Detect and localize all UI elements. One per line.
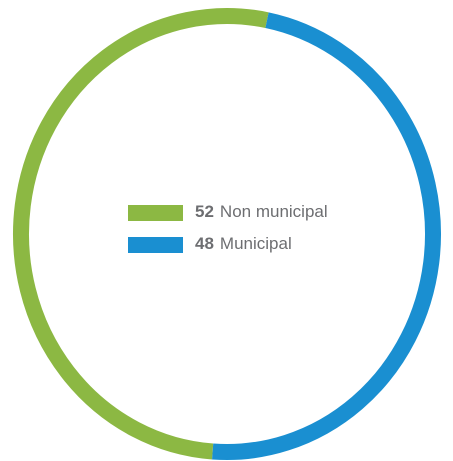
donut-segment: [13, 8, 269, 460]
legend-swatch: [128, 205, 183, 221]
legend-label: Municipal: [220, 234, 292, 253]
legend-value: 48: [195, 234, 214, 253]
legend-entry: 52 Non municipal: [195, 202, 328, 221]
legend-entry: 48 Municipal: [195, 234, 292, 253]
legend-value: 52: [195, 202, 214, 221]
legend-label: Non municipal: [220, 202, 328, 221]
legend-swatch: [128, 237, 183, 253]
donut-segment: [212, 12, 441, 460]
